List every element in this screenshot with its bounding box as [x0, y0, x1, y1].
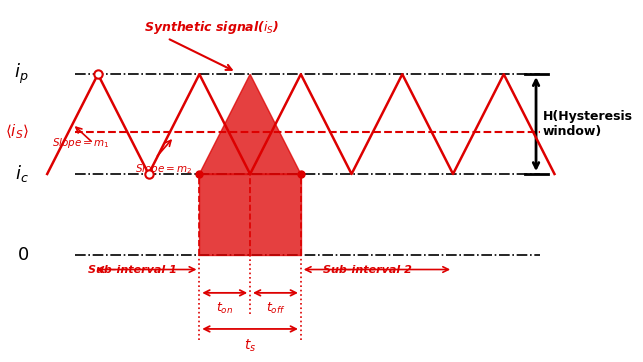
Text: $0$: $0$	[17, 246, 29, 264]
Text: H(Hysteresis
window): H(Hysteresis window)	[543, 110, 633, 138]
Text: $Slope=m_2$: $Slope=m_2$	[135, 162, 192, 176]
Text: $i_p$: $i_p$	[14, 62, 29, 86]
Text: $\langle i_S\rangle$: $\langle i_S\rangle$	[5, 122, 29, 141]
Text: $t_{on}$: $t_{on}$	[216, 301, 233, 316]
Text: $t_s$: $t_s$	[244, 337, 257, 354]
Text: Sub-interval 2: Sub-interval 2	[323, 265, 412, 274]
Text: Synthetic signal($i_S$): Synthetic signal($i_S$)	[144, 19, 279, 36]
Text: $Slope=m_1$: $Slope=m_1$	[52, 136, 109, 150]
Polygon shape	[199, 74, 301, 174]
Text: $i_c$: $i_c$	[15, 164, 29, 185]
Text: $t_{off}$: $t_{off}$	[266, 301, 285, 316]
Text: Sub-interval 1: Sub-interval 1	[88, 265, 177, 274]
Polygon shape	[199, 174, 301, 254]
